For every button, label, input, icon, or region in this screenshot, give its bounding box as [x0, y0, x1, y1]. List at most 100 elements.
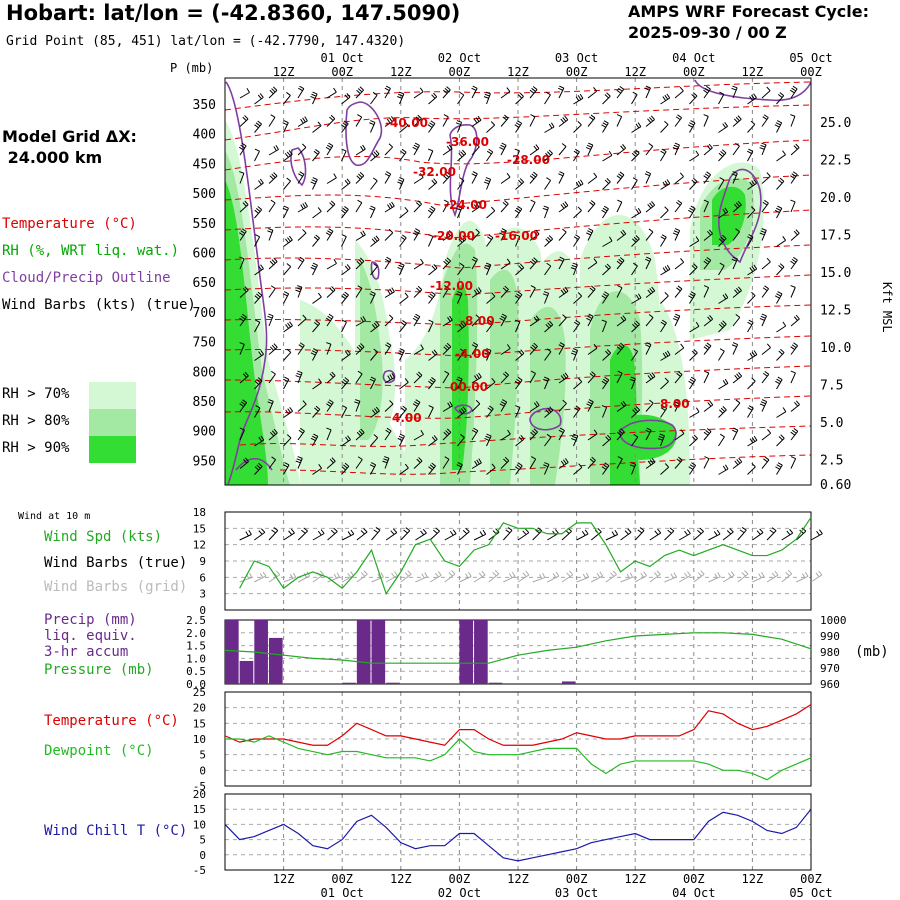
- wind-barb-icon: [239, 115, 249, 127]
- wind-barb-icon: [703, 143, 713, 156]
- wind-barb-icon: [761, 199, 769, 213]
- wind-barb-icon: [674, 429, 685, 441]
- wind-barb-icon: [310, 433, 319, 447]
- wind-barb-icon: [500, 371, 510, 384]
- wind-barb-icon: [703, 370, 710, 384]
- wind-barb-icon: [657, 433, 665, 447]
- wind-barb-icon: [370, 321, 380, 333]
- wind-barb-icon: [631, 235, 640, 247]
- wind-barb-icon: [645, 115, 655, 127]
- wind-barb-icon: [326, 399, 334, 412]
- wind-barb-icon: [326, 258, 337, 270]
- wind-barb-icon: [616, 456, 623, 469]
- cross-section-wind-barbs: [238, 85, 800, 475]
- wind-barb-icon: [688, 205, 696, 219]
- wind-barb-icon: [558, 372, 569, 384]
- wind-barb-icon: [355, 144, 366, 156]
- wind-barb-icon: [544, 348, 552, 361]
- wind-barb-icon: [340, 120, 349, 133]
- wind-barb-icon: [529, 229, 540, 241]
- wind-barb-icon: [645, 372, 656, 384]
- kft-tick-label: 10.0: [820, 341, 851, 356]
- pressure-tick-label: 900: [193, 425, 216, 440]
- wind-barb-icon: [384, 228, 394, 241]
- wind-barb-icon: [689, 407, 700, 418]
- panel-y-tick: -5: [193, 780, 206, 793]
- wind-barb-icon: [254, 178, 264, 190]
- wind-barb-grid-icon: [356, 570, 368, 583]
- wind-barb-icon: [456, 291, 463, 304]
- wind-barb-icon: [282, 291, 290, 304]
- legend-rh70: RH > 70%: [2, 386, 70, 402]
- wind-barb-icon: [601, 376, 610, 390]
- wind-barb-icon: [341, 148, 347, 162]
- wind-barb-icon: [297, 314, 307, 327]
- precip-bar: [356, 620, 371, 684]
- wind-barb-icon: [239, 171, 245, 184]
- wind-barb-icon: [326, 427, 332, 441]
- wind-barb-icon: [718, 91, 725, 105]
- wind-barb-true-icon: [356, 528, 368, 541]
- wind-barb-icon: [428, 178, 438, 190]
- wind-barb-grid-icon: [415, 572, 428, 583]
- wind-barb-icon: [660, 148, 667, 162]
- wind-barb-icon: [544, 406, 554, 418]
- bottom-date-label: 01 Oct: [321, 886, 364, 900]
- wind-barb-true-icon: [312, 529, 325, 541]
- wind-barb-icon: [369, 205, 376, 219]
- temp-label-m32: -32.00: [413, 165, 456, 179]
- wind-barb-icon: [570, 348, 579, 361]
- wind-barb-icon: [515, 405, 521, 418]
- cross-section-axes: 350 400 450 500 550 600 650 700 750 800 850 900 950 2…: [193, 98, 852, 493]
- wind-barb-icon: [471, 143, 480, 156]
- wind-barb-icon: [660, 206, 669, 219]
- top-hour-label: 00Z: [683, 65, 705, 79]
- wind-barb-icon: [297, 201, 308, 213]
- wind-barb-icon: [660, 350, 671, 361]
- panel-y-tick: 0: [199, 849, 206, 862]
- wind-barb-icon: [341, 349, 351, 361]
- kft-tick-label: 0.60: [820, 478, 851, 493]
- top-hour-label: 12Z: [273, 65, 295, 79]
- wind-barb-icon: [558, 399, 567, 412]
- wind-barb-icon: [558, 228, 567, 241]
- wind-barb-true-icon: [664, 527, 675, 541]
- wind-barb-icon: [268, 199, 276, 213]
- wind-barb-icon: [384, 171, 392, 184]
- bottom-hour-label: 00Z: [331, 872, 353, 886]
- wind-barb-icon: [484, 262, 492, 276]
- wind-barb-icon: [399, 405, 407, 418]
- wind-barb-icon: [573, 234, 581, 247]
- wind-barb-icon: [413, 87, 424, 99]
- precip-bar: [386, 682, 400, 684]
- wind-barb-icon: [413, 457, 423, 469]
- temp-label-8: 8.00: [660, 397, 690, 411]
- wind-barb-grid-icon: [634, 571, 647, 583]
- wind-barb-icon: [761, 257, 771, 270]
- wind-barb-icon: [674, 456, 683, 469]
- panel-y-tick: 5: [199, 749, 206, 762]
- wind-barb-icon: [732, 372, 743, 384]
- wind-barb-icon: [747, 350, 758, 361]
- wind-barb-grid-icon: [517, 570, 530, 583]
- panel-y-tick: 10: [193, 818, 206, 831]
- wind-barb-icon: [355, 86, 365, 99]
- wind-barb-true-icon: [605, 530, 619, 541]
- wind-barb-icon: [660, 463, 670, 475]
- wind-barb-icon: [442, 257, 452, 270]
- wind-barb-icon: [457, 348, 465, 361]
- wind-barb-icon: [703, 285, 710, 298]
- wind-barb-icon: [732, 313, 741, 327]
- wind-barb-icon: [631, 91, 638, 105]
- wind-barb-icon: [747, 377, 756, 390]
- wind-barb-true-icon: [327, 527, 338, 541]
- label-temperature: Temperature (°C): [44, 713, 179, 729]
- panel-y-tick: 15: [193, 717, 206, 730]
- wind-barb-icon: [747, 206, 756, 219]
- wind-barb-icon: [761, 456, 770, 469]
- cross-section-panel: -40.00 -36.00 -28.00 -32.00 -24.00 -20.0…: [170, 61, 894, 493]
- wind-barb-icon: [312, 320, 321, 333]
- wind-barb-icon: [283, 462, 290, 475]
- wind-barb-icon: [413, 200, 423, 213]
- wind-barb-icon: [442, 401, 453, 412]
